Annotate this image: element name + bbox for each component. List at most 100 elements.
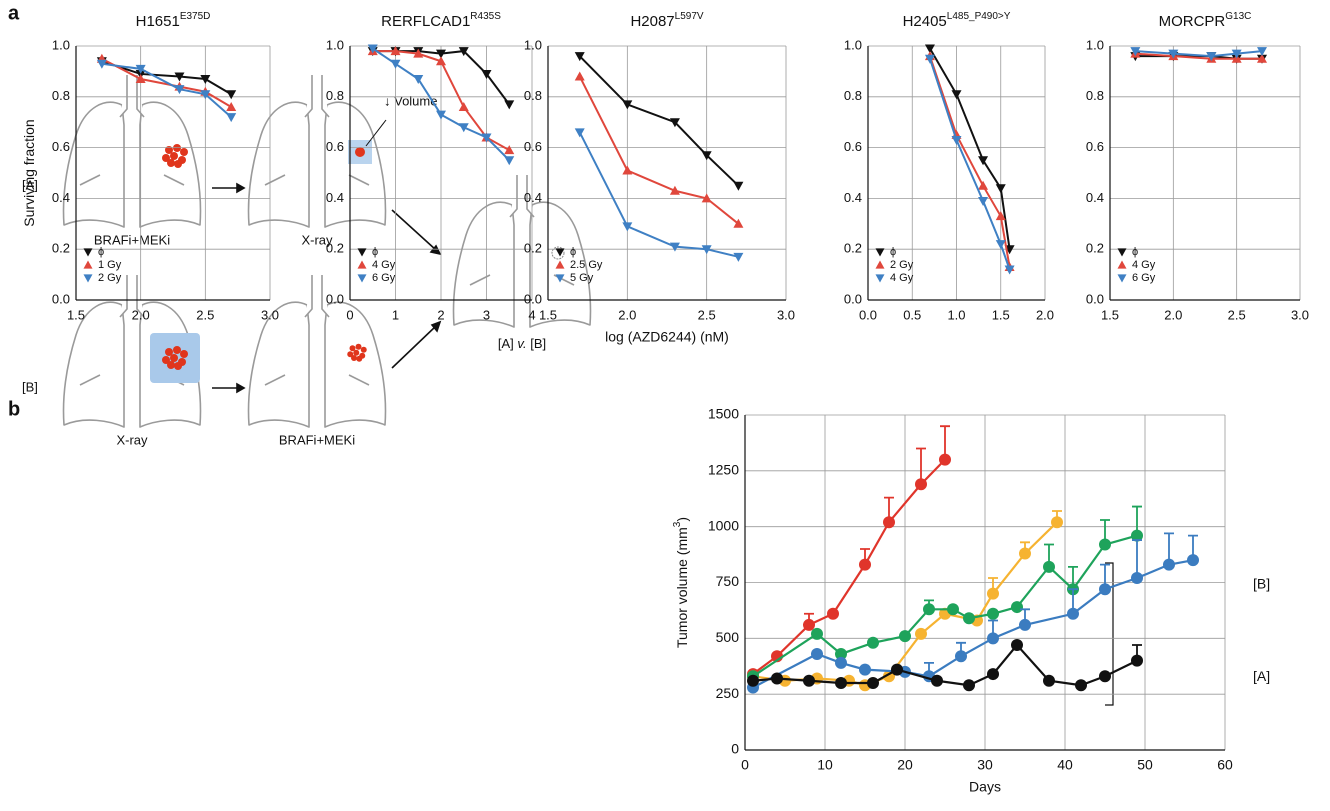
y-tick-label: 0.2 [1086,241,1104,256]
marker [835,677,847,689]
legend-label: 2.5 Gy [570,259,603,271]
marker [1043,674,1055,687]
marker [1117,274,1127,283]
y-tick-label: 1000 [708,517,739,533]
legend-label: 2 Gy [890,259,914,271]
y-tick-label: 0.6 [326,139,344,154]
legend-label: 5 Gy [570,272,594,284]
x-axis-label: log (AZD6244) (nM) [605,329,729,345]
marker [83,260,93,269]
legend-label: ϕ [1132,246,1138,258]
y-label-end: ) [674,517,690,522]
y-tick-label: 0.2 [844,241,862,256]
annotation: [B] [1253,575,1270,591]
x-tick-label: 4 [528,307,535,322]
marker [939,453,951,466]
marker [174,85,185,95]
marker [947,603,959,616]
x-tick-label: 2.0 [1036,307,1054,322]
marker [1011,639,1023,652]
marker [436,56,446,66]
y-tick-label: 0.4 [1086,190,1104,205]
marker [835,647,847,660]
marker [1051,516,1063,529]
y-tick-label: 1250 [708,462,739,478]
marker [733,218,744,228]
comparison: [A] v. [B] [498,336,546,351]
marker [669,118,680,128]
x-tick-label: 2.5 [196,307,214,322]
x-tick-label: 1.5 [992,307,1010,322]
title-main: H2405 [903,13,947,30]
y-tick-label: 0.6 [524,139,542,154]
marker [413,48,424,58]
marker [987,668,999,681]
y-tick-label: 1.0 [524,37,542,52]
residual [551,246,565,260]
marker [226,113,237,123]
y-tick-label: 0.6 [52,139,70,154]
marker [504,156,515,166]
marker [1257,47,1267,57]
marker [669,242,680,252]
marker [1004,265,1015,275]
y-tick-label: 0.0 [326,291,344,306]
legend-label: 4 Gy [372,259,396,271]
marker [803,618,815,631]
marker [481,69,492,79]
marker [1131,529,1143,542]
marker [733,181,744,191]
series-line [752,458,946,675]
title-main: H1651 [136,13,180,30]
step-label: X-ray [301,232,333,247]
marker [1099,670,1111,683]
marker [835,656,847,669]
x-tick-label: 1.5 [1101,307,1119,322]
y-tick-label: 0.0 [52,291,70,306]
marker [1231,49,1242,59]
marker [504,145,515,155]
y-tick-label: 0.2 [524,241,542,256]
marker [1168,49,1179,59]
marker [1011,601,1023,614]
x-axis-label: Days [969,779,1001,795]
x-tick-label: 2.0 [618,307,636,322]
row-label: [B] [22,379,38,394]
marker [963,679,975,692]
row-label: [A] [22,177,38,192]
step-label: BRAFi+MEKi [279,432,355,447]
marker [701,245,712,255]
series-line [579,55,740,187]
marker [867,677,879,689]
marker [987,607,999,620]
marker [1117,260,1127,269]
marker [1131,654,1143,667]
marker [458,101,469,111]
marker [226,101,237,111]
marker [811,627,823,640]
marker [987,587,999,600]
y-tick-label: 1500 [708,406,739,422]
marker [458,47,469,57]
marker [436,49,446,59]
marker [200,75,211,85]
x-tick-label: 0.5 [903,307,921,322]
marker [669,185,680,195]
title-sup: L597V [675,11,704,22]
marker [1187,554,1199,567]
chart-title: H1651E375D [136,11,211,30]
y-tick-label: 250 [716,685,740,701]
marker [357,248,367,257]
y-tick-label: 0.4 [326,190,344,205]
x-tick-label: 2.5 [1228,307,1246,322]
marker [1130,47,1141,57]
marker [803,674,815,687]
title-main: RERFLCAD1 [381,13,470,30]
y-tick-label: 1.0 [326,37,344,52]
marker [1019,618,1031,631]
marker [357,260,367,269]
marker [436,110,446,120]
marker [995,211,1006,221]
marker [200,90,211,100]
